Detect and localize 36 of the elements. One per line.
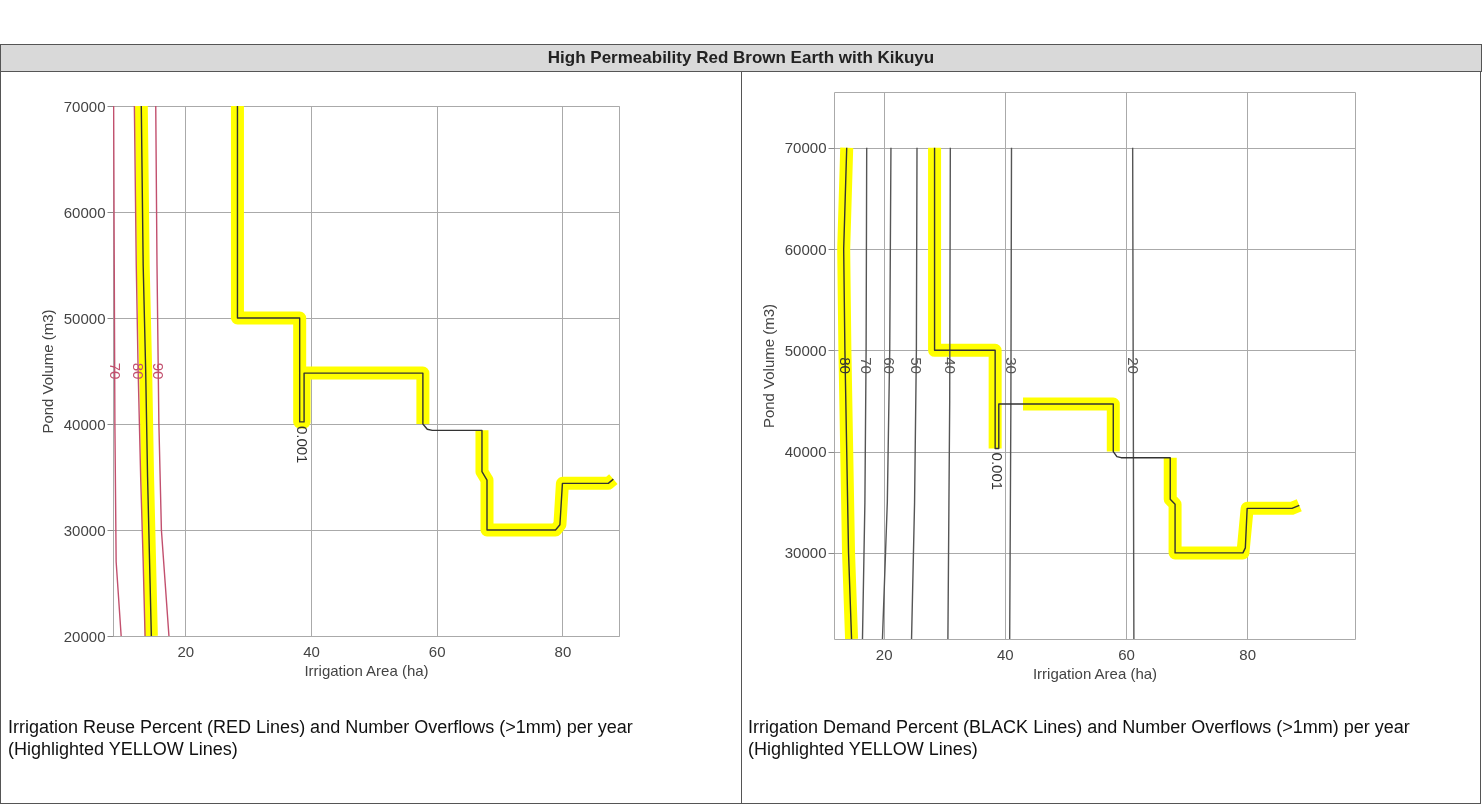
y-tick-label: 60000 (784, 240, 827, 258)
x-tick-label: 40 (303, 642, 320, 660)
y-tick-label: 70000 (63, 97, 106, 115)
text: Irrigation Reuse Percent (RED Lines) and Number Overflows (>1mm) per year (Highlighted YELLOW Lines) (8, 716, 634, 760)
text: 90 (150, 362, 168, 380)
y-tick-label: 30000 (784, 544, 827, 562)
y-tick-label: 40000 (63, 415, 106, 433)
text: 80 (837, 357, 855, 374)
text: Irrigation Demand Percent (BLACK Lines) and Number Overflows (>1mm) per year (Highlighted YELLOW Lines) (748, 716, 1411, 760)
text: 30 (1002, 357, 1020, 374)
y-axis-title: Pond Volume (m3) (38, 309, 56, 434)
text: 40 (941, 357, 959, 374)
text: 50 (908, 357, 926, 374)
y-tick-label: 70000 (784, 139, 827, 157)
text: 0.001 (293, 425, 311, 464)
y-tick-label: 40000 (784, 443, 827, 461)
x-tick-label: 80 (1239, 645, 1257, 663)
x-tick-label: 60 (428, 642, 446, 660)
text: 0.001 (988, 452, 1006, 491)
y-tick-label: 60000 (63, 203, 106, 221)
text: 80 (130, 362, 148, 380)
y-tick-label: 50000 (63, 309, 106, 327)
text: 70 (857, 357, 875, 374)
x-tick-label: 20 (875, 645, 893, 663)
x-tick-label: 40 (997, 645, 1014, 663)
x-tick-label: 80 (554, 642, 572, 660)
x-tick-label: 60 (1118, 645, 1135, 663)
y-tick-label: 50000 (784, 341, 827, 359)
text: High Permeability Red Brown Earth with Kikuyu (0, 44, 1482, 72)
y-axis-title: Pond Volume (m3) (759, 303, 777, 429)
text: 20 (1125, 357, 1143, 374)
x-axis-title: Irrigation Area (ha) (1032, 664, 1158, 682)
x-tick-label: 20 (177, 642, 195, 660)
y-tick-label: 30000 (63, 521, 106, 539)
y-tick-label: 20000 (63, 627, 106, 645)
x-axis-title: Irrigation Area (ha) (304, 661, 429, 679)
